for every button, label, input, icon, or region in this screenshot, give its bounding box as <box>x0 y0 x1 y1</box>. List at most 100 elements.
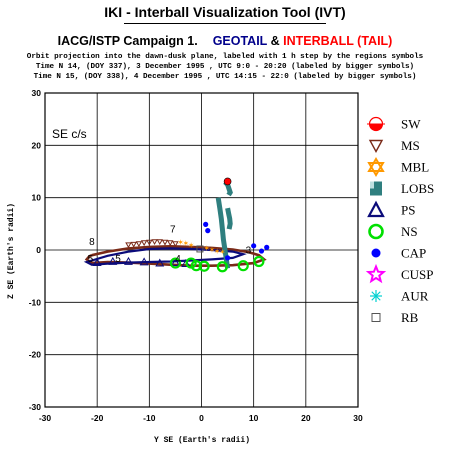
mbl-icon-up <box>367 157 385 172</box>
ms-marker <box>161 239 169 246</box>
ps-marker <box>170 257 180 266</box>
ps-icon-shape <box>367 200 385 218</box>
ps-marker <box>155 258 165 267</box>
plot-frame <box>44 92 359 408</box>
hour-label: 5 <box>88 254 94 265</box>
cap-marker <box>251 243 257 249</box>
cap-marker <box>203 221 209 227</box>
y-tick-label: 0 <box>36 245 41 255</box>
legend-label: PS <box>401 203 415 218</box>
cusp-icon-shape <box>365 263 387 284</box>
aur-icon: AUR <box>370 289 429 304</box>
ms-icon-shape <box>368 139 384 153</box>
ms-marker <box>151 239 158 246</box>
axis-ticks: -30 -20 -10 0 10 20 30 -30 -20 -10 0 10 20 30 <box>29 88 363 423</box>
ns-marker <box>198 260 210 272</box>
legend-label: LOBS <box>401 181 434 196</box>
ms-marker <box>146 239 153 246</box>
hour-label: 8 <box>89 237 95 248</box>
rb-icon: RB <box>371 310 419 325</box>
x-tick-label: 10 <box>249 413 259 423</box>
sw-marker <box>223 177 232 186</box>
x-tick-label: -20 <box>91 413 104 423</box>
hour-label: 7 <box>170 225 176 236</box>
title-rule <box>124 23 326 24</box>
subtitle-line-3: Time N 15, (DOY 338), 4 December 1995 , … <box>33 73 417 81</box>
y-tick-label: 10 <box>32 193 42 203</box>
ps-marker <box>139 257 149 266</box>
hour-labels: 8 7 5 5 4 3 <box>88 225 252 265</box>
lobs-trace <box>225 207 233 230</box>
ms-marker <box>125 242 132 249</box>
ns-icon-shape <box>368 223 384 240</box>
mbl-marker: ✶ <box>214 247 221 256</box>
inner-ring-trace <box>83 247 247 266</box>
aur-icon-ray <box>371 291 381 301</box>
ps-marker <box>92 257 102 266</box>
cusp-icon: CUSP <box>365 263 434 284</box>
ns-marker <box>253 255 265 268</box>
rb-icon-shape <box>371 313 381 322</box>
geotail-label: GEOTAIL <box>212 34 268 48</box>
ps-icon: PS <box>367 200 415 218</box>
y-axis-label: Z SE (Earth's radii) <box>7 203 16 299</box>
legend-label: CAP <box>401 246 426 261</box>
hour-label: 3 <box>246 246 252 257</box>
sw-icon: SW <box>367 117 421 132</box>
y-tick-label: 20 <box>32 140 42 150</box>
mbl-marker: ✶ <box>209 245 216 254</box>
ms-icon: MS <box>368 138 420 153</box>
cap-marker <box>224 255 231 261</box>
ms-marker <box>130 241 137 248</box>
cap-icon-shape <box>371 248 381 258</box>
x-tick-label: 20 <box>301 413 311 423</box>
campaign-line: IACG/ISTP Campaign 1. GEOTAIL & INTERBAL… <box>0 34 450 48</box>
mbl-marker: ✶ <box>182 239 189 248</box>
sw-icon-half <box>369 124 383 131</box>
x-tick-label: 30 <box>353 413 363 423</box>
mbl-marker: ✶ <box>219 248 226 257</box>
ms-marker <box>166 240 174 247</box>
legend: SW MS MBL LOBS PS NS CAP CUSP AUR RB <box>365 117 434 325</box>
mbl-marker: ✶ <box>188 241 195 250</box>
legend-label: SW <box>401 117 421 132</box>
legend-label: AUR <box>401 289 429 304</box>
hour-label: 4 <box>175 254 181 265</box>
interball-label: INTERBALL (TAIL) <box>283 34 393 48</box>
legend-label: MBL <box>401 160 429 175</box>
rb-marker <box>196 245 204 253</box>
ms-marker <box>172 241 179 248</box>
ns-marker <box>169 257 182 269</box>
ms-marker <box>135 241 143 248</box>
subtitle-line-2: Time N 14, (DOY 337), 3 December 1995 , … <box>35 63 415 71</box>
ms-marker <box>140 240 148 247</box>
subtitle-line-1: Orbit projection into the dawn-dusk plan… <box>26 53 424 61</box>
x-tick-label: -10 <box>143 413 156 423</box>
x-tick-label: 0 <box>199 413 204 423</box>
y-tick-label: -30 <box>29 402 42 412</box>
y-tick-label: -20 <box>29 350 42 360</box>
campaign-label: IACG/ISTP Campaign 1. <box>57 34 198 48</box>
hour-label: 5 <box>115 254 121 265</box>
ns-icon: NS <box>368 223 418 240</box>
ps-marker <box>108 256 118 265</box>
lobs-icon-hilite <box>370 181 374 189</box>
frame-label: SE c/s <box>52 127 87 141</box>
mbl-marker: ✶ <box>203 244 210 253</box>
mbl-icon-down <box>367 162 385 177</box>
ps-marker <box>124 256 133 265</box>
cap-icon: CAP <box>371 246 426 261</box>
legend-label: MS <box>401 138 420 153</box>
legend-label: NS <box>401 224 418 239</box>
mbl-icon: MBL <box>367 157 429 177</box>
y-tick-label: 30 <box>32 88 42 98</box>
cap-marker <box>205 228 211 234</box>
x-axis-label: Y SE (Earth's radii) <box>154 436 250 445</box>
y-tick-label: -10 <box>29 297 42 307</box>
lobs-icon: LOBS <box>370 181 434 196</box>
ns-marker <box>237 260 249 272</box>
app-title: IKI - Interball Visualization Tool (IVT) <box>104 4 346 20</box>
cap-marker <box>258 248 265 254</box>
ns-marker <box>216 261 228 273</box>
